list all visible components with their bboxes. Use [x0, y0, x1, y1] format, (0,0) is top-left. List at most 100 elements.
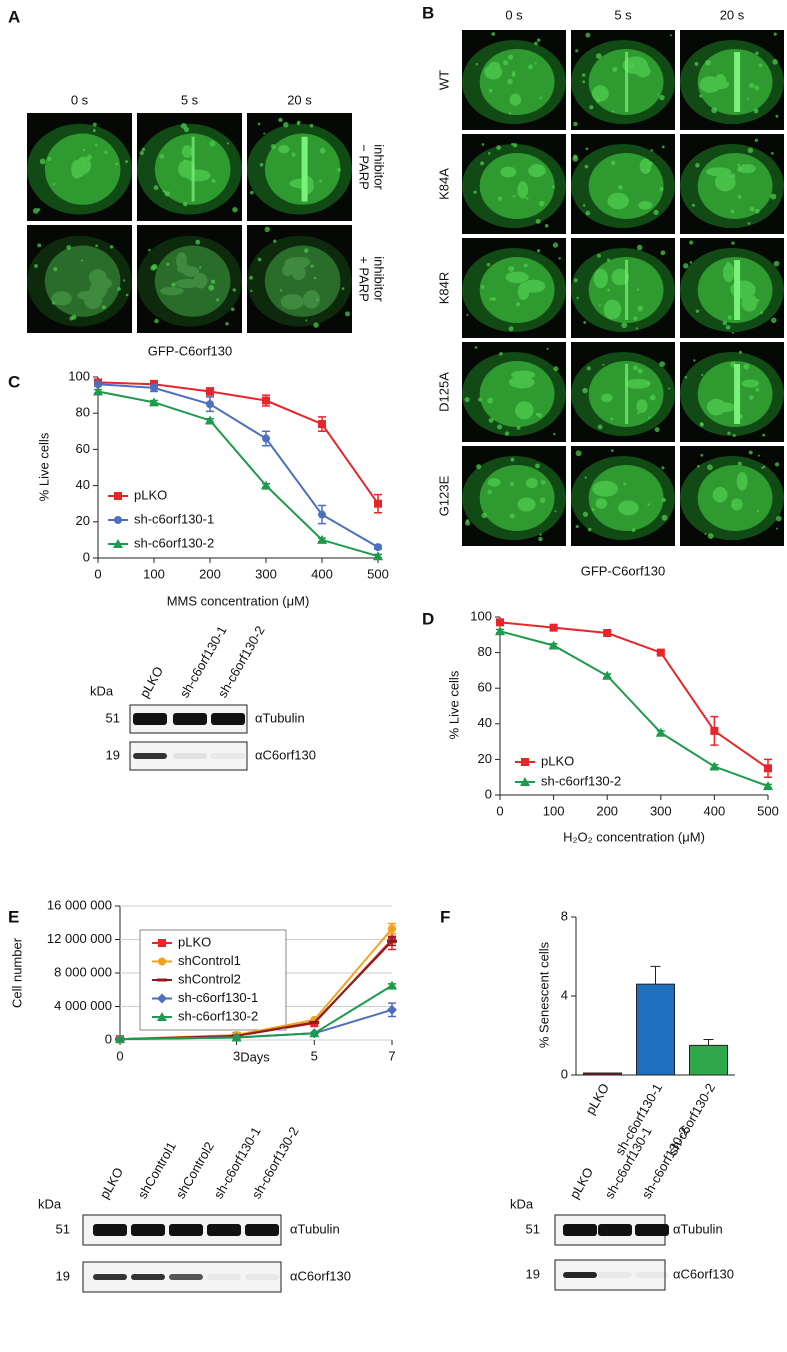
marker [206, 387, 214, 396]
speckle [264, 226, 270, 232]
speckle [51, 301, 56, 305]
speckle [516, 302, 521, 307]
blot-band [598, 1224, 632, 1236]
speckle [586, 366, 591, 371]
row-label: K84R [436, 272, 451, 305]
antibody-label: αTubulin [255, 710, 305, 725]
speckle [123, 279, 126, 282]
nucleus [479, 257, 555, 323]
marker [150, 383, 158, 392]
nucleolus [638, 200, 653, 210]
marker [374, 543, 382, 552]
speckle [47, 156, 52, 162]
blot-band [133, 713, 167, 725]
blot-band [207, 1274, 241, 1280]
speckle [208, 284, 215, 291]
x-tick-label: sh-c6orf130-2 [665, 1081, 718, 1158]
speckle [749, 206, 755, 212]
speckle [575, 450, 582, 457]
legend-label: sh-c6orf130-2 [541, 773, 621, 788]
speckle [37, 208, 41, 212]
x-tick-label: 300 [650, 803, 672, 818]
speckle [497, 424, 503, 430]
x-axis-label: H₂O₂ concentration (μM) [563, 829, 705, 844]
cell-image [680, 342, 784, 442]
nucleolus [183, 266, 200, 278]
speckle [725, 325, 731, 330]
speckle [726, 261, 730, 265]
nucleus [479, 361, 555, 427]
speckle [587, 527, 592, 532]
nucleolus [601, 393, 613, 403]
speckle [584, 164, 589, 169]
marker [206, 400, 214, 409]
speckle [278, 117, 283, 123]
y-tick-label: 16 000 000 [47, 897, 112, 912]
speckle [762, 465, 766, 469]
blot-band [131, 1274, 165, 1280]
panel-label: F [440, 907, 450, 926]
speckle [257, 257, 262, 262]
speckle [480, 161, 485, 166]
series-line [97, 381, 379, 505]
antibody-label: αC6orf130 [290, 1268, 351, 1283]
legend-label: sh-c6orf130-2 [134, 535, 214, 550]
speckle [646, 168, 650, 172]
speckle [621, 322, 628, 329]
bar [636, 983, 675, 1076]
nucleolus [611, 268, 630, 286]
nucleus [588, 465, 664, 531]
speckle [582, 387, 588, 394]
nucleolus [741, 379, 760, 388]
speckle [623, 482, 627, 486]
x-tick-label: 100 [143, 566, 165, 581]
speckle [183, 126, 190, 133]
speckle [631, 528, 636, 533]
error-bar [650, 965, 661, 985]
nucleolus [636, 399, 648, 413]
nucleolus [705, 167, 732, 177]
blot-band [131, 1224, 165, 1236]
speckle [659, 361, 666, 368]
speckle [732, 433, 736, 438]
speckle [534, 62, 537, 65]
series-line [97, 390, 379, 558]
speckle [695, 163, 700, 168]
speckle [153, 185, 159, 191]
marker [655, 727, 666, 737]
speckle [481, 143, 485, 146]
speckle [115, 162, 119, 166]
speckle [53, 267, 58, 272]
damage-stripe [191, 136, 195, 202]
speckle [772, 59, 778, 65]
speckle [507, 78, 513, 85]
legend-marker [113, 539, 123, 548]
speckle [727, 315, 733, 320]
y-axis-label: % Senescent cells [536, 941, 551, 1048]
speckle [707, 464, 713, 471]
speckle [535, 463, 540, 469]
cell-image [462, 238, 566, 338]
bar [689, 1044, 728, 1076]
panel-label: E [8, 907, 19, 926]
series-line [97, 383, 379, 549]
speckle [216, 298, 220, 302]
speckle [94, 143, 98, 147]
speckle [533, 41, 538, 46]
speckle [595, 98, 601, 103]
speckle [696, 465, 700, 468]
nucleus [264, 245, 341, 317]
speckle [101, 305, 106, 310]
speckle [575, 49, 579, 53]
legend-label: sh-c6orf130-1 [134, 511, 214, 526]
marker [309, 1028, 320, 1038]
column-label: 5 s [614, 7, 632, 22]
marker [709, 761, 720, 771]
speckle [183, 159, 187, 163]
speckle [582, 80, 586, 84]
speckle [629, 63, 634, 69]
nucleolus [515, 401, 534, 420]
x-tick-label: 300 [255, 566, 277, 581]
nucleolus [625, 378, 651, 389]
bar [583, 1072, 622, 1076]
